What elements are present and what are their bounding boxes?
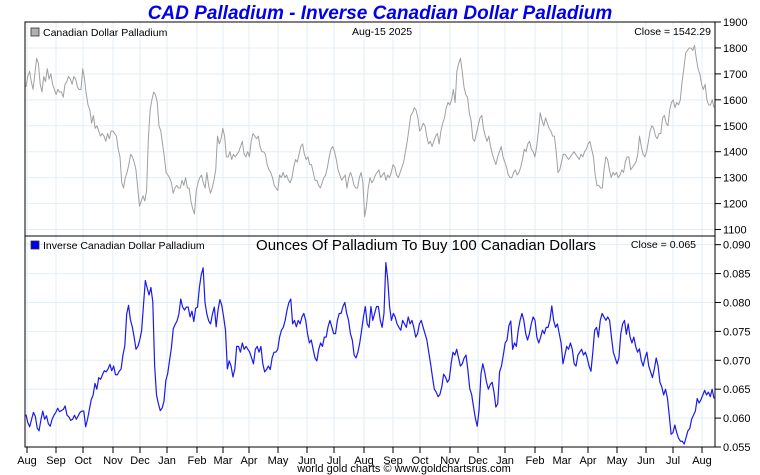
- x-tick-label: Oct: [74, 455, 91, 467]
- x-tick-label: Jan: [496, 455, 514, 467]
- x-tick-label: May: [268, 455, 289, 467]
- y-tick-label: 1100: [723, 225, 747, 237]
- x-tick-label: Aug: [692, 455, 712, 467]
- y-tick-label: 1700: [723, 69, 747, 81]
- top-legend-label: Canadian Dollar Palladium: [43, 27, 168, 39]
- y-tick-label: 1900: [723, 17, 747, 29]
- x-tick-label: Aug: [354, 455, 374, 467]
- bottom-series-line: [25, 261, 715, 445]
- y-tick-label: 0.090: [723, 240, 751, 252]
- x-tick-label: Feb: [188, 455, 207, 467]
- x-tick-label: Dec: [468, 455, 488, 467]
- y-tick-label: 1800: [723, 43, 747, 55]
- date-label: Aug-15 2025: [352, 26, 412, 38]
- x-tick-label: Feb: [526, 455, 545, 467]
- x-tick-label: Sep: [46, 455, 66, 467]
- x-tick-label: Jun: [298, 455, 316, 467]
- x-tick-label: Apr: [579, 455, 596, 467]
- top-series-line: [25, 44, 715, 218]
- y-tick-label: 1600: [723, 95, 747, 107]
- y-tick-label: 0.085: [723, 269, 751, 281]
- y-tick-label: 1400: [723, 147, 747, 159]
- x-axis: Aug Sep Oct Nov Dec Jan Feb Mar Apr May Jun Jul Aug S…: [17, 447, 712, 467]
- bottom-y-axis: 0.055 0.060 0.065 0.070 0.075 0.080 0.085 0.090: [715, 240, 751, 454]
- y-tick-label: 0.080: [723, 297, 751, 309]
- x-tick-label: Nov: [440, 455, 460, 467]
- y-tick-label: 0.070: [723, 355, 751, 367]
- bottom-panel-grid: [25, 236, 715, 447]
- y-tick-label: 0.075: [723, 326, 751, 338]
- x-tick-label: Dec: [130, 455, 150, 467]
- x-tick-label: Jan: [158, 455, 176, 467]
- x-tick-label: May: [607, 455, 628, 467]
- x-tick-label: Sep: [383, 455, 403, 467]
- top-y-axis: 1100 1200 1300 1400 1500 1600 1700 1800 1900: [715, 17, 747, 237]
- x-tick-label: Jul: [666, 455, 680, 467]
- x-tick-label: Mar: [553, 455, 572, 467]
- bottom-subtitle: Ounces Of Palladium To Buy 100 Canadian …: [256, 237, 596, 254]
- x-tick-label: Apr: [240, 455, 257, 467]
- x-tick-label: Jul: [327, 455, 341, 467]
- x-tick-label: Mar: [214, 455, 233, 467]
- top-legend-swatch: [30, 27, 40, 37]
- chart-title: CAD Palladium - Inverse Canadian Dollar …: [148, 3, 613, 24]
- y-tick-label: 1500: [723, 121, 747, 133]
- x-tick-label: Jun: [637, 455, 655, 467]
- top-close-label: Close = 1542.29: [634, 26, 711, 38]
- bottom-legend-swatch: [30, 240, 40, 250]
- x-tick-label: Nov: [103, 455, 123, 467]
- y-tick-label: 0.060: [723, 413, 751, 425]
- x-tick-label: Oct: [411, 455, 428, 467]
- footer-credit: world gold charts © www.goldchartsrus.co…: [296, 463, 511, 475]
- bottom-close-label: Close = 0.065: [631, 239, 696, 251]
- y-tick-label: 1200: [723, 199, 747, 211]
- y-tick-label: 1300: [723, 173, 747, 185]
- bottom-legend-label: Inverse Canadian Dollar Palladium: [43, 240, 205, 252]
- top-panel-grid: [25, 22, 715, 236]
- y-tick-label: 0.055: [723, 442, 751, 454]
- y-tick-label: 0.065: [723, 384, 751, 396]
- bottom-panel-frame: [24, 235, 716, 448]
- x-tick-label: Aug: [17, 455, 37, 467]
